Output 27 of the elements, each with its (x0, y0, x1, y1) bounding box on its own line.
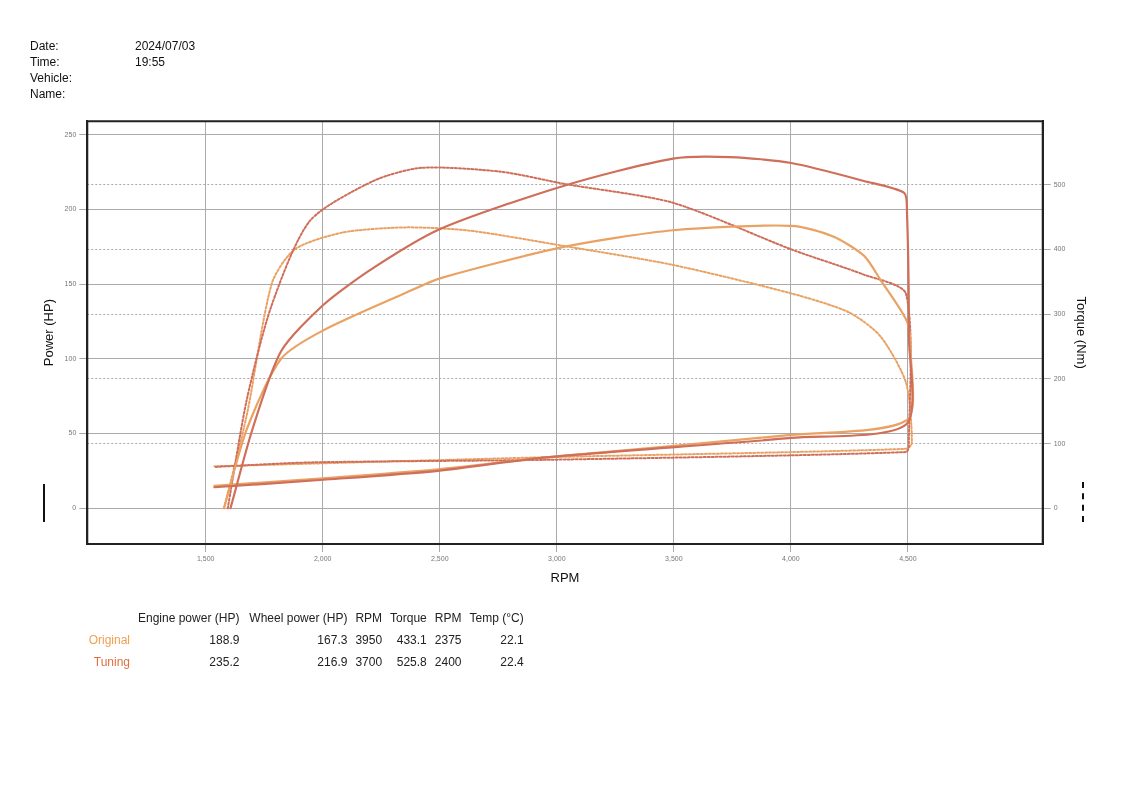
data-label: 235.2 (208, 654, 241, 671)
category-label: Wheel power (HP) (248, 610, 349, 627)
data-label: 525.8 (395, 654, 428, 671)
data-label: 3950 (354, 632, 384, 649)
category-label: RPM (433, 610, 463, 627)
data-label: 3700 (354, 654, 384, 671)
text: Date: 2024/07/03 (30, 39, 196, 53)
data-label: 22.1 (499, 632, 525, 649)
category-label: Engine power (HP) (137, 610, 241, 627)
data-label: 2375 (433, 632, 463, 649)
data-label: 216.9 (316, 654, 349, 671)
data-label: 433.1 (395, 632, 428, 649)
legend-label: Original (87, 632, 131, 649)
data-label: 22.4 (499, 654, 525, 671)
data-label: 167.3 (316, 632, 349, 649)
category-label: Temp (°C) (468, 610, 525, 627)
category-label: RPM (354, 610, 384, 627)
text: Name: (30, 86, 67, 102)
category-label: Torque (389, 610, 428, 627)
text: Vehicle: (30, 70, 74, 86)
y-axis-title: Power (HP) (41, 299, 57, 367)
text: Time: 19:55 (30, 55, 166, 69)
y2-axis-title: Torque (Nm) (1073, 296, 1089, 369)
data-label: 188.9 (208, 632, 241, 649)
data-label: 2400 (433, 654, 463, 671)
legend-label: Tuning (92, 654, 131, 671)
x-axis-title: RPM (550, 569, 580, 585)
